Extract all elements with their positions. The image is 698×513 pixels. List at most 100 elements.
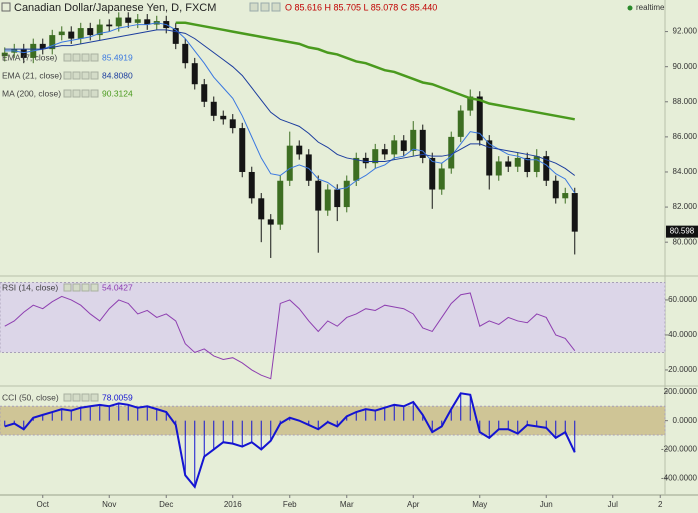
y-tick-label: 92.000	[673, 27, 698, 36]
x-tick-label: 2	[658, 500, 663, 509]
legend-icon[interactable]	[81, 393, 90, 402]
candle-body	[106, 24, 113, 27]
legend-icon[interactable]	[63, 283, 72, 292]
candle-body	[476, 96, 483, 141]
candle-body	[258, 198, 265, 220]
legend-icon[interactable]	[63, 393, 72, 402]
candle-body	[391, 140, 398, 155]
candle-body	[533, 156, 540, 172]
candle-body	[315, 180, 322, 211]
y-tick-label: 84.000	[673, 167, 698, 176]
legend-icon[interactable]	[90, 53, 99, 62]
x-tick-label: Dec	[159, 500, 173, 509]
candle-body	[220, 115, 227, 120]
legend-name: CCI (50, close)	[2, 392, 59, 402]
status-dot	[627, 5, 633, 11]
price-tag	[666, 225, 698, 238]
candle-body	[296, 145, 303, 155]
candle-body	[96, 24, 103, 36]
x-tick-label: Feb	[283, 500, 297, 509]
candle-body	[20, 49, 27, 58]
candle-body	[410, 129, 417, 151]
legend-icon[interactable]	[63, 71, 72, 80]
legend-icon[interactable]	[72, 53, 81, 62]
price-tag-label: 80.598	[670, 227, 695, 236]
y-tick-label: 86.000	[673, 132, 698, 141]
indicator-line	[4, 292, 576, 380]
candle-body	[467, 96, 474, 111]
y-tick-label: 90.000	[673, 62, 698, 71]
legend-icon[interactable]	[72, 89, 81, 98]
chart-title: Canadian Dollar/Japanese Yen, D, FXCM	[14, 2, 216, 14]
legend-icon[interactable]	[81, 71, 90, 80]
y-tick-label: 20.0000	[668, 365, 697, 374]
legend-value: 78.0059	[102, 392, 133, 402]
legend-value: 54.0427	[102, 282, 133, 292]
candle-body	[144, 19, 151, 25]
x-tick-label: Jul	[608, 500, 618, 509]
legend-icon[interactable]	[72, 283, 81, 292]
candle-body	[286, 145, 293, 181]
candle-body	[381, 149, 388, 155]
legend-icon[interactable]	[63, 89, 72, 98]
x-tick-label: Mar	[340, 500, 354, 509]
candle-body	[486, 140, 493, 176]
indicator-line	[4, 22, 576, 194]
x-tick-label: Oct	[37, 500, 50, 509]
candle-body	[324, 189, 331, 211]
legend-icon[interactable]	[90, 283, 99, 292]
candle-body	[134, 19, 141, 23]
candle-body	[419, 129, 426, 158]
icon[interactable]	[271, 2, 281, 12]
y-tick-label: 60.0000	[668, 295, 697, 304]
x-tick-label: Apr	[407, 500, 420, 509]
icon[interactable]	[249, 2, 259, 12]
legend-value: 84.8080	[102, 70, 133, 80]
legend-name: EMA (7, close)	[2, 52, 57, 62]
legend-value: 90.3124	[102, 88, 133, 98]
candle-body	[429, 157, 436, 190]
collapse-icon[interactable]	[1, 2, 11, 12]
candle-body	[448, 136, 455, 169]
candle-body	[343, 180, 350, 208]
candle-body	[115, 17, 122, 27]
candle-body	[87, 28, 94, 36]
x-tick-label: May	[472, 500, 487, 509]
candle-body	[400, 140, 407, 151]
legend-icon[interactable]	[63, 53, 72, 62]
legend-icon[interactable]	[90, 393, 99, 402]
y-tick-label: 200.0000	[664, 387, 698, 396]
candle-body	[68, 31, 75, 39]
legend-value: 85.4919	[102, 52, 133, 62]
legend-icon[interactable]	[72, 393, 81, 402]
y-tick-label: 82.000	[673, 202, 698, 211]
y-tick-label: 40.0000	[668, 330, 697, 339]
candle-body	[191, 63, 198, 85]
candle-body	[552, 180, 559, 199]
legend-name: RSI (14, close)	[2, 282, 58, 292]
y-tick-label: 80.000	[673, 237, 698, 246]
candle-body	[182, 43, 189, 64]
candle-body	[267, 219, 274, 225]
indicator-line	[4, 392, 576, 489]
candle-body	[229, 119, 236, 129]
candle-body	[201, 84, 208, 102]
level-band	[0, 281, 666, 353]
legend-icon[interactable]	[72, 71, 81, 80]
candle-body	[210, 101, 217, 116]
icon[interactable]	[260, 2, 270, 12]
legend-icon[interactable]	[90, 71, 99, 80]
level-band	[0, 405, 666, 436]
indicator-line	[4, 29, 576, 176]
legend-icon[interactable]	[81, 53, 90, 62]
candle-body	[372, 149, 379, 164]
legend-icon[interactable]	[90, 89, 99, 98]
candle-body	[1, 52, 8, 57]
candle-body	[353, 157, 360, 181]
legend-icon[interactable]	[81, 89, 90, 98]
candle-body	[277, 180, 284, 225]
candle-body	[39, 43, 46, 50]
legend-icon[interactable]	[81, 283, 90, 292]
candle-body	[58, 31, 65, 36]
ohlc-readout: O 85.616 H 85.705 L 85.078 C 85.440	[285, 2, 437, 12]
